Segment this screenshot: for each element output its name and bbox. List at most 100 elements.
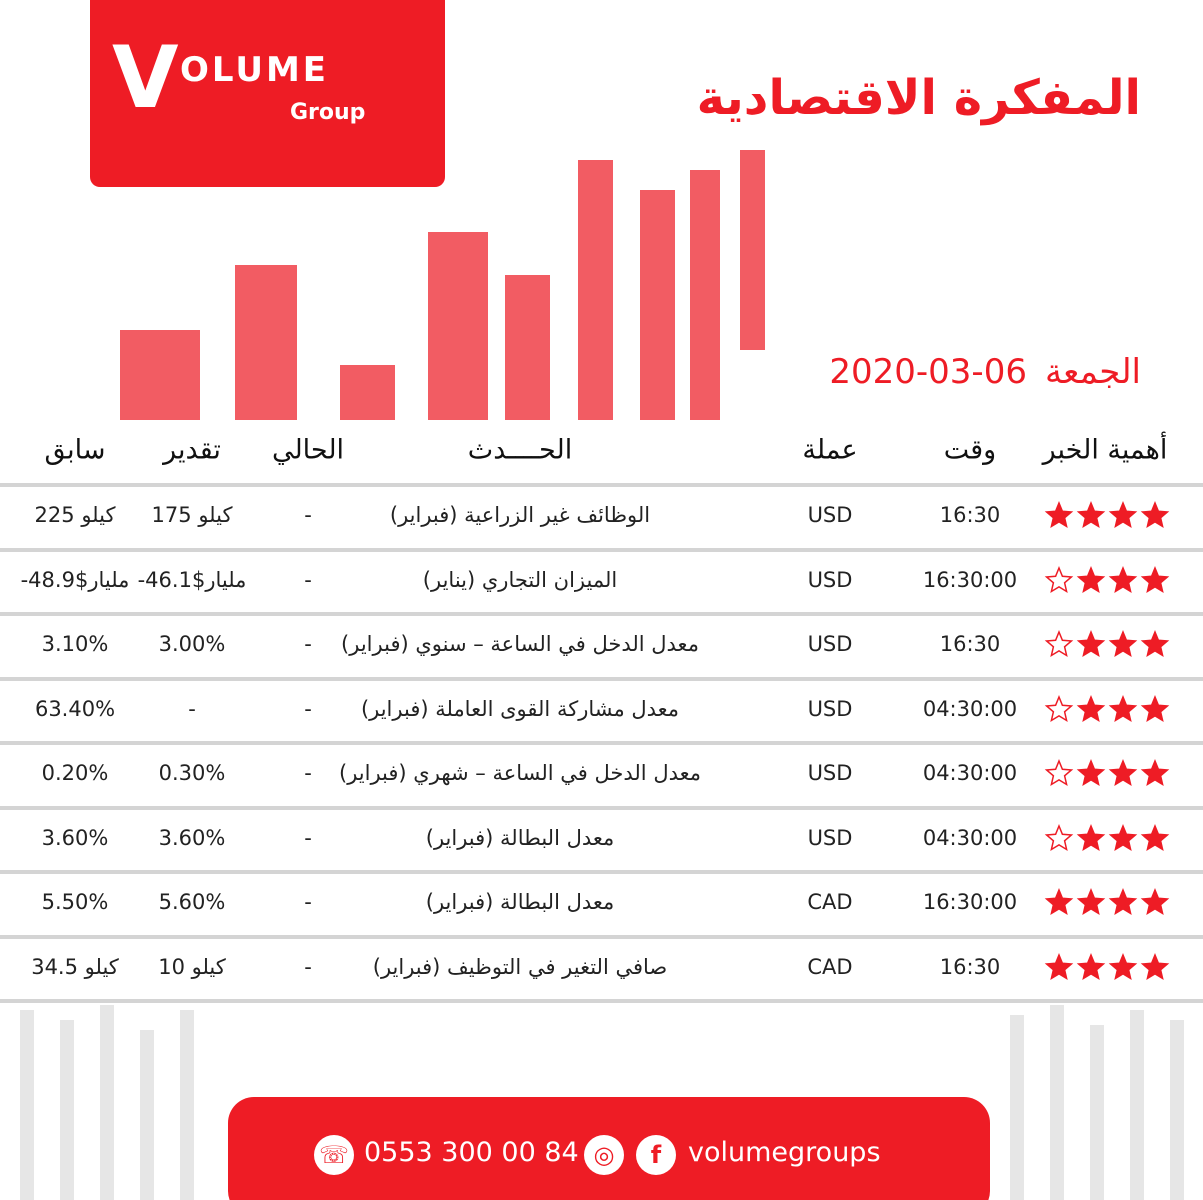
- facebook-icon: f: [636, 1135, 676, 1175]
- star-filled: [1108, 823, 1138, 851]
- star-filled: [1076, 952, 1106, 980]
- importance-stars: [1044, 888, 1170, 916]
- star-filled: [1044, 952, 1074, 980]
- star-empty: [1044, 694, 1074, 722]
- star-filled: [1140, 501, 1170, 529]
- forecast-cell: -: [188, 696, 196, 721]
- star-filled: [1140, 952, 1170, 980]
- social-handle: volumegroups: [688, 1137, 881, 1168]
- star-filled: [1108, 759, 1138, 787]
- star-filled: [1140, 759, 1170, 787]
- previous-cell: 0.20%: [41, 761, 109, 785]
- importance-stars: [1044, 630, 1170, 658]
- forecast-cell: 5.60%: [158, 890, 226, 914]
- logo: V OLUME Group: [90, 0, 445, 187]
- importance-stars: [1044, 565, 1170, 593]
- star-empty: [1044, 565, 1074, 593]
- star-filled: [1076, 565, 1106, 593]
- logo-mark: V: [112, 28, 179, 128]
- logo-name: OLUME: [180, 50, 330, 90]
- star-filled: [1108, 888, 1138, 916]
- star-filled: [1076, 501, 1106, 529]
- star-empty: [1044, 630, 1074, 658]
- currency-cell: USD: [807, 825, 853, 850]
- currency-cell: CAD: [807, 954, 853, 979]
- phone-icon: ☏: [314, 1135, 354, 1175]
- time-cell: 04:30:00: [922, 825, 1018, 850]
- date-line: الجمعة 2020-03-06: [829, 352, 1141, 392]
- instagram-icon: ◎: [584, 1135, 624, 1175]
- time-cell: 16:30:00: [922, 567, 1018, 592]
- row-separator: [0, 676, 1203, 681]
- previous-cell: 34.5 كيلو: [31, 954, 119, 979]
- event-cell: الوظائف غير الزراعية (فبراير): [389, 503, 651, 527]
- row-separator: [0, 805, 1203, 810]
- star-empty: [1044, 823, 1074, 851]
- previous-cell: 3.10%: [41, 632, 109, 656]
- star-filled: [1140, 694, 1170, 722]
- row-separator: [0, 547, 1203, 552]
- star-filled: [1044, 501, 1074, 529]
- previous-cell: 3.60%: [41, 825, 109, 850]
- actual-cell: -: [304, 632, 312, 656]
- importance-stars: [1044, 759, 1170, 787]
- forecast-cell: 0.30%: [158, 761, 226, 785]
- row-separator: [0, 999, 1203, 1003]
- event-cell: معدل البطالة (فبراير): [425, 890, 615, 914]
- column-header: أهمية الخبر: [1042, 434, 1168, 466]
- currency-cell: USD: [807, 632, 853, 656]
- importance-stars: [1044, 952, 1170, 980]
- phone: 0553 300 00 84: [364, 1137, 579, 1168]
- footer: ☏ 0553 300 00 84 ◎ f volumegroups: [228, 1097, 990, 1200]
- currency-cell: USD: [807, 696, 853, 721]
- star-filled: [1076, 823, 1106, 851]
- actual-cell: -: [304, 696, 312, 721]
- star-filled: [1140, 888, 1170, 916]
- currency-cell: USD: [807, 503, 853, 527]
- event-cell: معدل الدخل في الساعة – سنوي (فبراير): [341, 632, 699, 656]
- time-cell: 16:30:00: [922, 890, 1018, 914]
- actual-cell: -: [304, 503, 312, 527]
- forecast-cell: -46.1$مليار: [137, 567, 247, 592]
- importance-stars: [1044, 501, 1170, 529]
- row-separator: [0, 483, 1203, 487]
- forecast-cell: 3.00%: [158, 632, 226, 656]
- date: 2020-03-06: [829, 352, 1027, 392]
- event-cell: معدل البطالة (فبراير): [425, 825, 615, 850]
- column-header: وقت: [943, 434, 997, 466]
- actual-cell: -: [304, 567, 312, 592]
- previous-cell: 225 كيلو: [34, 503, 116, 527]
- star-empty: [1044, 759, 1074, 787]
- star-filled: [1108, 565, 1138, 593]
- time-cell: 16:30: [939, 503, 1001, 527]
- forecast-cell: كيلو 175: [151, 503, 233, 527]
- actual-cell: -: [304, 761, 312, 785]
- importance-stars: [1044, 823, 1170, 851]
- column-header: عملة: [802, 434, 858, 466]
- event-cell: الميزان التجاري (يناير): [422, 567, 618, 592]
- previous-cell: 5.50%: [41, 890, 109, 914]
- forecast-cell: 3.60%: [158, 825, 226, 850]
- row-separator: [0, 612, 1203, 616]
- star-filled: [1044, 888, 1074, 916]
- importance-stars: [1044, 694, 1170, 722]
- star-filled: [1076, 630, 1106, 658]
- column-header: الحــــدث: [467, 434, 573, 466]
- star-filled: [1076, 888, 1106, 916]
- column-header: الحالي: [271, 434, 345, 466]
- time-cell: 16:30: [939, 632, 1001, 656]
- actual-cell: -: [304, 825, 312, 850]
- previous-cell: -48.9$مليار: [20, 567, 130, 592]
- star-filled: [1108, 630, 1138, 658]
- star-filled: [1108, 694, 1138, 722]
- time-cell: 16:30: [939, 954, 1001, 979]
- logo-sub: Group: [290, 100, 366, 125]
- currency-cell: CAD: [807, 890, 853, 914]
- star-filled: [1140, 823, 1170, 851]
- star-filled: [1076, 694, 1106, 722]
- event-cell: معدل مشاركة القوى العاملة (فبراير): [360, 696, 680, 721]
- forecast-cell: كيلو 10: [158, 954, 226, 979]
- row-separator: [0, 870, 1203, 874]
